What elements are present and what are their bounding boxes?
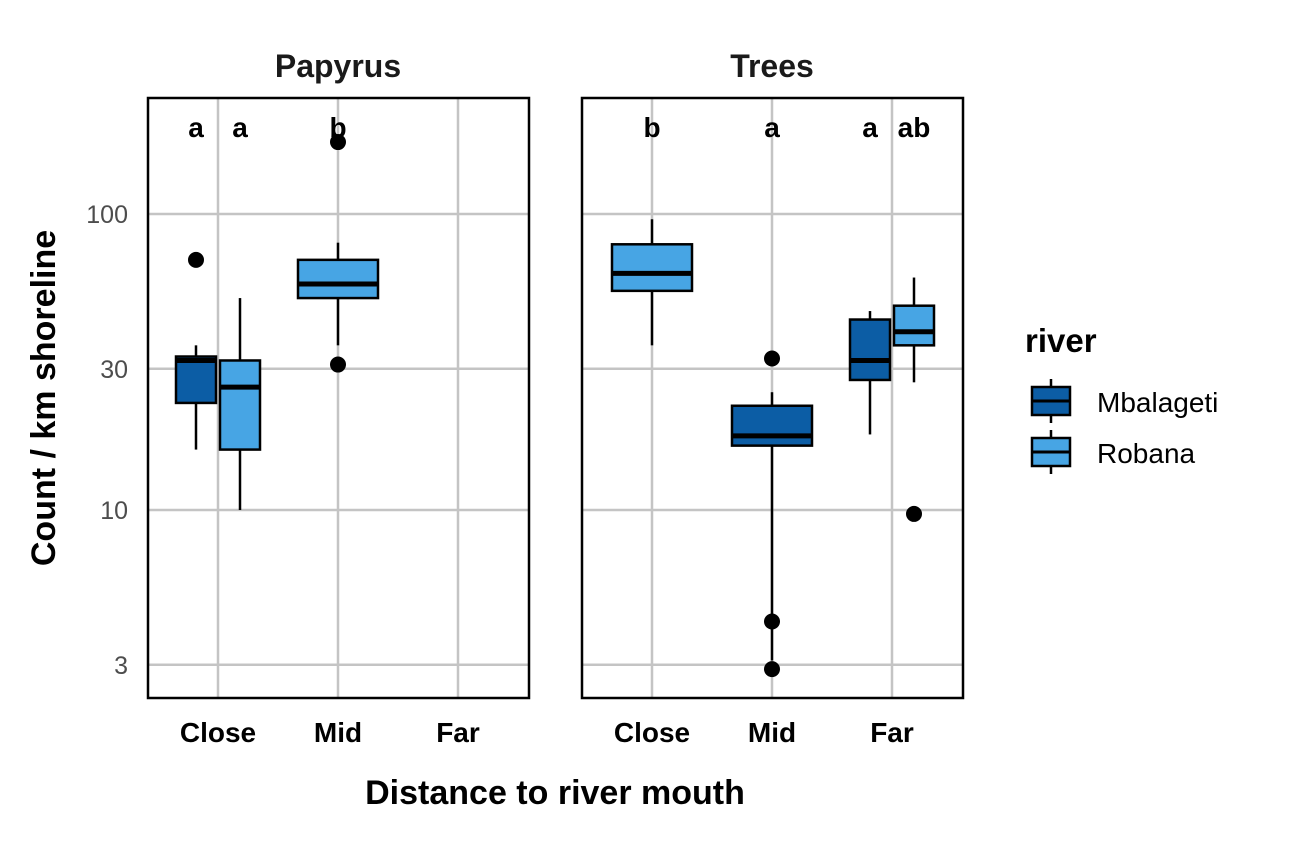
- outlier-point: [330, 356, 346, 373]
- box-close-robana: [610, 219, 694, 346]
- panel-border: [146, 96, 531, 700]
- outlier-point: [330, 134, 346, 151]
- box-mid-robana: [296, 134, 380, 373]
- significance-letter: a: [188, 112, 204, 143]
- outlier-point: [764, 613, 780, 630]
- x-tick-label: Close: [180, 717, 256, 748]
- box-body: [730, 404, 814, 447]
- legend-key-robana: [1030, 430, 1072, 474]
- y-tick-label: 30: [100, 356, 128, 384]
- panel-border: [580, 96, 965, 700]
- panel-papyrus: a a b Close Mid Far: [146, 96, 531, 748]
- x-tick-label: Close: [614, 717, 690, 748]
- box-close-robana: [218, 298, 262, 510]
- box-body: [848, 318, 892, 382]
- y-tick-label: 10: [100, 497, 128, 525]
- significance-letter: b: [643, 112, 660, 143]
- y-axis-title: Count / km shoreline: [25, 230, 63, 566]
- x-tick-label: Mid: [314, 717, 362, 748]
- significance-letter: a: [764, 112, 780, 143]
- y-tick-label: 3: [114, 652, 128, 680]
- box-body: [610, 243, 694, 293]
- legend-label-mbalageti: Mbalageti: [1097, 387, 1218, 418]
- box-far-mbalageti: [848, 311, 892, 435]
- x-tick-label: Mid: [748, 717, 796, 748]
- significance-letter: a: [862, 112, 878, 143]
- panel-title-trees: Trees: [730, 48, 814, 84]
- box-close-mbalageti: [174, 251, 218, 450]
- box-body: [218, 359, 262, 451]
- y-tick-label: 100: [86, 201, 128, 229]
- panel-title-papyrus: Papyrus: [275, 48, 401, 84]
- significance-letter: b: [329, 112, 346, 143]
- box-mid-mbalageti: [730, 350, 814, 678]
- x-tick-label: Far: [436, 717, 480, 748]
- significance-letter: ab: [898, 112, 931, 143]
- box-body: [174, 355, 218, 405]
- box-body: [892, 304, 936, 347]
- x-tick-label: Far: [870, 717, 914, 748]
- legend-key-mbalageti: [1030, 379, 1072, 423]
- outlier-point: [764, 350, 780, 367]
- outlier-point: [764, 661, 780, 678]
- outlier-point: [906, 505, 922, 522]
- box-far-robana: [892, 277, 936, 522]
- legend-title: river: [1025, 322, 1097, 359]
- significance-letter: a: [232, 112, 248, 143]
- x-axis-title: Distance to river mouth: [365, 774, 745, 812]
- outlier-point: [188, 251, 204, 268]
- box-body: [296, 258, 380, 300]
- legend-label-robana: Robana: [1097, 438, 1196, 469]
